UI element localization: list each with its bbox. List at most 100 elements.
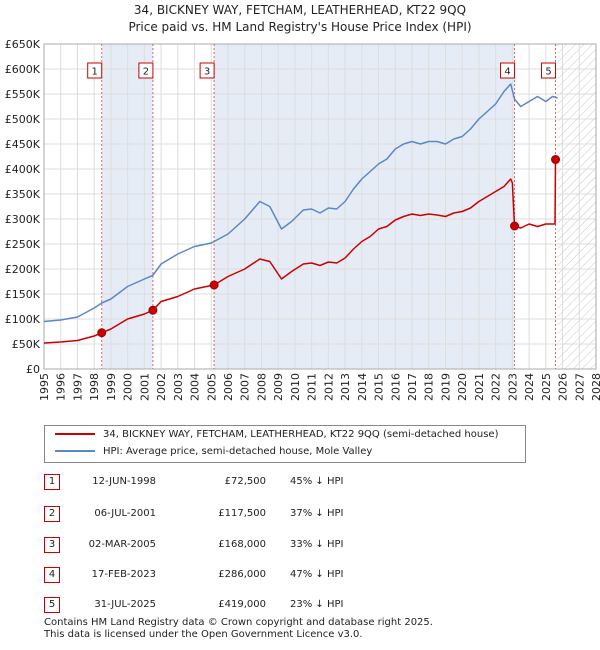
x-tick-label: 2004 (189, 373, 202, 401)
footer-copyright: Contains HM Land Registry data © Crown c… (44, 617, 433, 628)
x-tick-label: 2003 (172, 373, 185, 401)
y-tick-label: £450K (5, 138, 41, 151)
sale-badge: 5 (44, 597, 60, 613)
y-tick-label: £600K (5, 63, 41, 76)
title-line-1: 34, BICKNEY WAY, FETCHAM, LEATHERHEAD, K… (133, 3, 467, 17)
plot-border (43, 43, 597, 370)
sale-price: £286,000 (218, 569, 266, 580)
x-tick-label: 2017 (406, 373, 419, 401)
sale-row: 3 02-MAR-2005 £168,000 33% ↓ HPI (0, 536, 600, 556)
legend: 34, BICKNEY WAY, FETCHAM, LEATHERHEAD, K… (44, 425, 526, 463)
x-tick-label: 2026 (557, 373, 570, 401)
x-tick-label: 2025 (540, 373, 553, 401)
x-tick-label: 2001 (138, 373, 151, 401)
sale-marker-box (199, 62, 215, 79)
chart-title: 34, BICKNEY WAY, FETCHAM, LEATHERHEAD, K… (0, 2, 600, 36)
sale-point (209, 280, 219, 290)
sale-point (148, 305, 158, 315)
x-tick-label: 2006 (222, 373, 235, 401)
forecast-hatch (557, 44, 596, 369)
x-tick-label: 2019 (439, 373, 452, 401)
sale-marker-label: 1 (92, 67, 98, 78)
property-price-line (43, 159, 557, 344)
sale-row: 2 06-JUL-2001 £117,500 37% ↓ HPI (0, 505, 600, 525)
legend-property-swatch (55, 433, 95, 435)
ownership-period-shade (214, 44, 515, 369)
x-tick-label: 2027 (573, 373, 586, 401)
sale-hpi-diff: 33% ↓ HPI (290, 539, 344, 550)
x-tick-label: 2014 (356, 373, 369, 401)
sale-badge: 1 (44, 474, 60, 490)
y-tick-label: £150K (5, 288, 41, 301)
sale-marker-label: 2 (143, 67, 149, 78)
y-tick-label: £400K (5, 163, 41, 176)
footer-licence: This data is licensed under the Open Gov… (44, 629, 363, 640)
hpi-line (43, 83, 558, 323)
x-tick-label: 2000 (122, 373, 135, 401)
sale-date: 06-JUL-2001 (94, 508, 156, 519)
y-tick-label: £200K (5, 263, 41, 276)
sale-price: £117,500 (218, 508, 266, 519)
sale-hpi-diff: 45% ↓ HPI (290, 476, 344, 487)
legend-property: 34, BICKNEY WAY, FETCHAM, LEATHERHEAD, K… (55, 427, 498, 443)
sale-row: 4 17-FEB-2023 £286,000 47% ↓ HPI (0, 566, 600, 586)
y-tick-label: £500K (5, 113, 41, 126)
x-tick-label: 1995 (38, 373, 51, 401)
sale-price: £419,000 (218, 599, 266, 610)
sale-hpi-diff: 37% ↓ HPI (290, 508, 344, 519)
x-tick-label: 2020 (456, 373, 469, 401)
sale-marker-box (500, 62, 516, 79)
y-tick-label: £0 (26, 363, 40, 376)
x-tick-label: 2013 (339, 373, 352, 401)
sale-hpi-diff: 47% ↓ HPI (290, 569, 344, 580)
sale-point (97, 328, 107, 338)
title-line-2: Price paid vs. HM Land Registry's House … (128, 20, 472, 34)
legend-hpi-label: HPI: Average price, semi-detached house,… (103, 446, 373, 457)
x-tick-label: 1996 (55, 373, 68, 401)
sale-badge: 3 (44, 537, 60, 553)
x-tick-label: 2028 (590, 373, 600, 401)
sale-marker-box (541, 62, 557, 79)
sale-badge: 2 (44, 506, 60, 522)
sale-date: 12-JUN-1998 (92, 476, 156, 487)
sale-row: 5 31-JUL-2025 £419,000 23% ↓ HPI (0, 596, 600, 616)
sale-marker-label: 4 (504, 67, 510, 78)
y-tick-label: £50K (12, 338, 41, 351)
sale-marker-label: 3 (204, 67, 210, 78)
x-tick-label: 2007 (239, 373, 252, 401)
sale-point (510, 221, 520, 231)
x-tick-label: 2002 (155, 373, 168, 401)
x-tick-label: 2015 (373, 373, 386, 401)
legend-hpi-swatch (55, 450, 95, 452)
sale-date: 17-FEB-2023 (91, 569, 156, 580)
legend-hpi: HPI: Average price, semi-detached house,… (55, 444, 372, 460)
sale-row: 1 12-JUN-1998 £72,500 45% ↓ HPI (0, 473, 600, 493)
sale-point (551, 155, 561, 164)
y-tick-label: £300K (5, 213, 41, 226)
x-tick-label: 2024 (523, 373, 536, 401)
x-tick-label: 2018 (423, 373, 436, 401)
y-tick-label: £550K (5, 88, 41, 101)
x-tick-label: 2008 (255, 373, 268, 401)
sale-price: £168,000 (218, 539, 266, 550)
sale-marker-label: 5 (545, 67, 551, 78)
x-tick-label: 2011 (306, 373, 319, 401)
x-tick-label: 2009 (272, 373, 285, 401)
legend-property-label: 34, BICKNEY WAY, FETCHAM, LEATHERHEAD, K… (103, 429, 499, 440)
sale-date: 31-JUL-2025 (94, 599, 156, 610)
x-tick-label: 1998 (88, 373, 101, 401)
x-tick-label: 1997 (71, 373, 84, 401)
y-tick-label: £350K (5, 188, 41, 201)
x-tick-label: 2005 (205, 373, 218, 401)
x-tick-label: 2012 (322, 373, 335, 401)
sale-marker-box (87, 62, 103, 79)
sale-marker-box (138, 62, 154, 79)
x-tick-label: 2023 (506, 373, 519, 401)
x-tick-label: 1999 (105, 373, 118, 401)
price-chart: £0 £50K £100K £150K £200K £250K £300K £350K £400… (5, 38, 600, 401)
sale-date: 02-MAR-2005 (88, 539, 156, 550)
x-tick-label: 2016 (389, 373, 402, 401)
y-tick-label: £250K (5, 238, 41, 251)
sale-hpi-diff: 23% ↓ HPI (290, 599, 344, 610)
sale-price: £72,500 (224, 476, 266, 487)
